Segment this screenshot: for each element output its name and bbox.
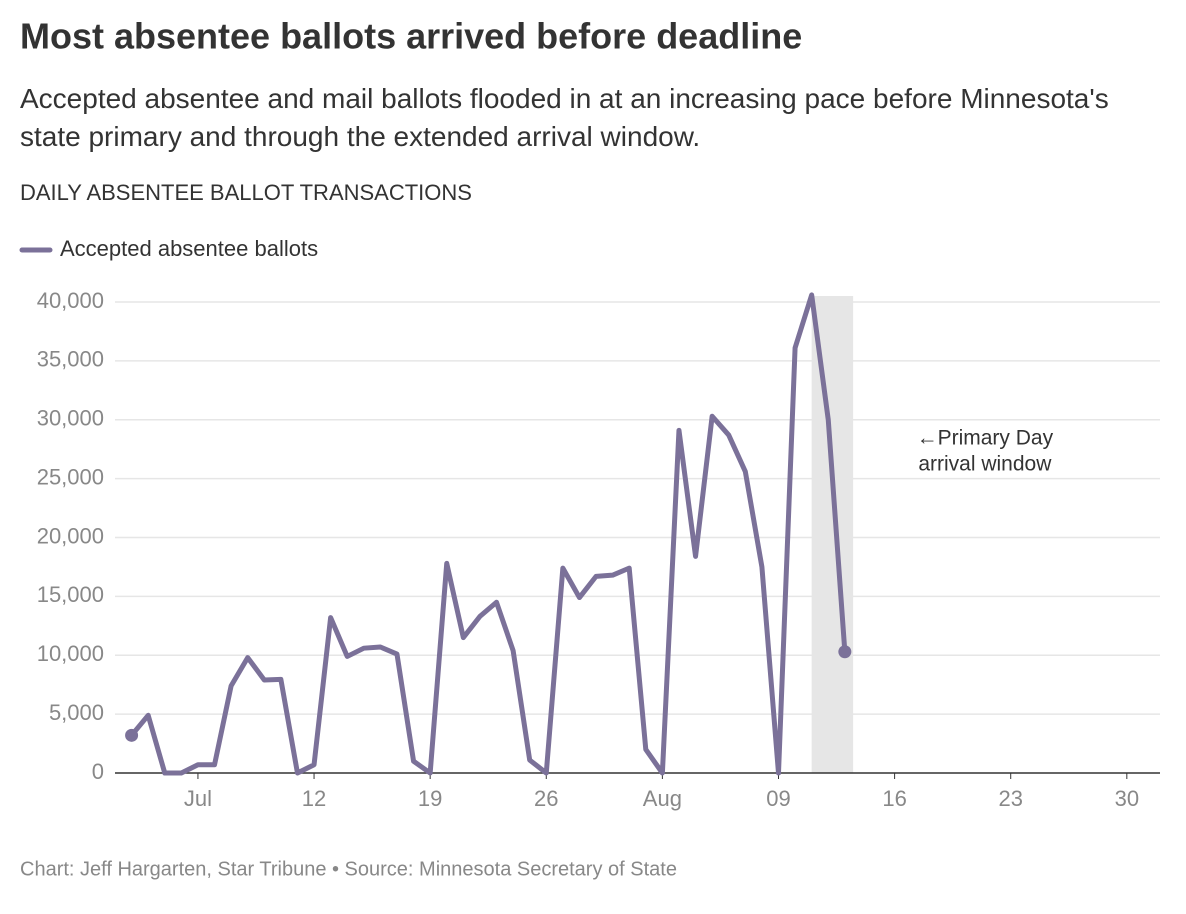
y-tick-label: 5,000 (49, 700, 104, 725)
shade (811, 296, 854, 773)
y-tick-label: 15,000 (37, 582, 104, 607)
x-tick-label: 23 (998, 786, 1022, 811)
y-tick-label: 20,000 (37, 523, 104, 548)
y-tick-label: 25,000 (37, 464, 104, 489)
x-tick-label: 12 (302, 786, 326, 811)
source: Chart: Jeff Hargarten, Star Tribune • So… (20, 858, 677, 880)
end-point (838, 645, 852, 659)
x-tick-label: 19 (418, 786, 442, 811)
y-tick-label: 35,000 (37, 347, 104, 372)
y-tick-label: 30,000 (37, 406, 104, 431)
x-tick-label: 26 (534, 786, 558, 811)
legend-label: Accepted absentee ballots (60, 236, 318, 261)
x-tick-label: 30 (1115, 786, 1139, 811)
annotation: arrival window (918, 453, 1052, 476)
x-tick-label: Aug (643, 786, 682, 811)
chart-title: Most absentee ballots arrived before dea… (20, 16, 802, 57)
subtitle: Accepted absentee and mail ballots flood… (20, 83, 1109, 152)
annotation: ←Primary Day (917, 427, 1054, 450)
end-point (125, 728, 139, 742)
x-tick-label: 09 (766, 786, 790, 811)
x-tick-label: Jul (184, 786, 212, 811)
y-tick-label: 0 (92, 759, 104, 784)
y-tick-label: 10,000 (37, 641, 104, 666)
x-tick-label: 16 (882, 786, 906, 811)
line (129, 292, 848, 776)
axis-title: DAILY ABSENTEE BALLOT TRANSACTIONS (20, 180, 472, 205)
y-tick-label: 40,000 (37, 288, 104, 313)
